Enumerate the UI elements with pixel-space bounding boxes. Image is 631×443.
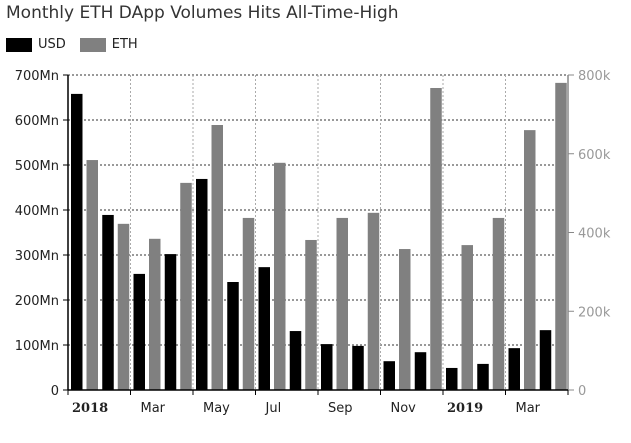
bar-usd: [133, 273, 145, 390]
bar-eth: [211, 125, 223, 390]
bar-usd: [352, 345, 364, 390]
bar-eth: [492, 217, 505, 390]
bar-eth: [430, 87, 442, 391]
bar-usd: [477, 363, 489, 390]
legend-item-eth: ETH: [79, 37, 138, 52]
bar-usd: [196, 178, 208, 390]
x-tick-label: Mar: [516, 401, 541, 416]
bar-eth: [524, 130, 536, 390]
legend-swatch-usd: [6, 37, 32, 52]
bar-usd: [414, 352, 427, 390]
y-left-tick-label: 500Mn: [15, 159, 59, 174]
chart-title: Monthly ETH DApp Volumes Hits All-Time-H…: [6, 3, 399, 23]
y-left-tick-label: 0: [51, 384, 59, 399]
bar-usd: [539, 330, 552, 390]
y-left-tick-label: 100Mn: [15, 339, 59, 354]
bar-eth: [461, 245, 473, 390]
bar-usd: [289, 331, 302, 390]
bar-usd: [258, 267, 270, 390]
x-tick-label: 2018: [72, 401, 108, 416]
bar-eth: [242, 217, 255, 390]
bar-usd: [102, 214, 114, 390]
y-right-tick-label: 600k: [578, 148, 611, 163]
bar-usd: [321, 344, 333, 390]
bar-eth: [117, 223, 130, 390]
bar-eth: [367, 212, 380, 390]
bar-eth: [180, 182, 192, 390]
y-right-tick-label: 800k: [578, 69, 611, 84]
legend-swatch-eth: [79, 37, 106, 52]
y-left-tick-label: 300Mn: [15, 249, 59, 264]
x-tick-label: 2019: [447, 401, 483, 416]
legend-label-eth: ETH: [111, 37, 138, 52]
bar-eth: [274, 162, 286, 390]
bar-usd: [508, 348, 520, 390]
y-left-tick-label: 200Mn: [15, 294, 59, 309]
legend: USD ETH: [6, 37, 152, 52]
bar-usd: [383, 361, 395, 390]
bar-eth: [86, 160, 98, 390]
y-right-tick-label: 200k: [578, 305, 611, 320]
legend-item-usd: USD: [6, 37, 66, 52]
legend-label-usd: USD: [38, 37, 66, 52]
x-tick-label: Sep: [328, 401, 353, 416]
bar-eth: [336, 217, 348, 390]
x-tick-label: Jul: [265, 401, 282, 416]
x-tick-label: Nov: [391, 401, 417, 416]
bar-eth: [149, 238, 161, 390]
bar-eth: [305, 239, 317, 390]
bar-usd: [227, 282, 239, 390]
bar-eth: [399, 249, 411, 390]
y-left-tick-label: 700Mn: [15, 69, 59, 84]
x-tick-label: May: [203, 401, 230, 416]
bar-eth: [555, 82, 567, 390]
y-right-tick-label: 400k: [578, 227, 611, 242]
bar-usd: [71, 93, 83, 391]
y-left-tick-label: 600Mn: [15, 114, 59, 129]
y-left-tick-label: 400Mn: [15, 204, 59, 219]
x-tick-label: Mar: [141, 401, 166, 416]
bar-usd: [164, 254, 177, 390]
bar-usd: [446, 367, 458, 390]
y-right-tick-label: 0: [578, 384, 586, 399]
